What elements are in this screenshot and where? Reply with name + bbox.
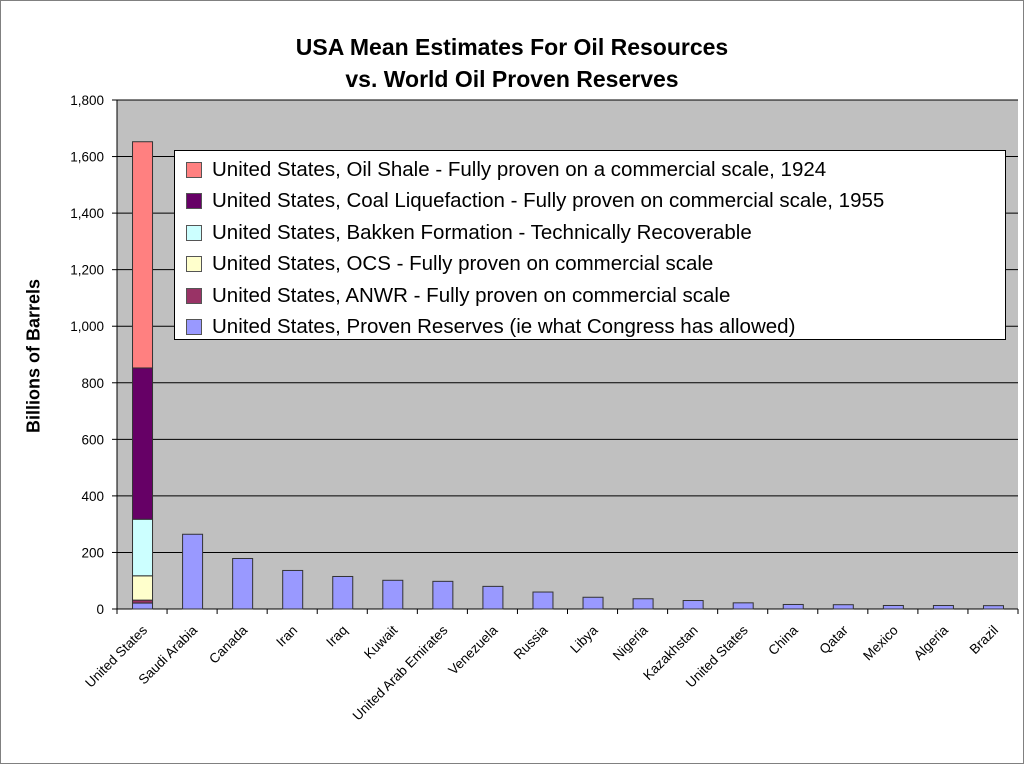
legend-label: United States, Oil Shale - Fully proven … bbox=[212, 157, 827, 181]
x-tick-label: Iraq bbox=[323, 623, 350, 650]
legend-label: United States, OCS - Fully proven on com… bbox=[212, 252, 714, 276]
chart-title-line-1: USA Mean Estimates For Oil Resources bbox=[295, 34, 729, 60]
x-tick-label: Iran bbox=[273, 623, 300, 650]
legend-swatch bbox=[186, 193, 202, 210]
legend-label: United States, Proven Reserves (ie what … bbox=[212, 315, 796, 339]
legend-item: United States, Oil Shale - Fully proven … bbox=[175, 154, 1005, 186]
legend-item: United States, OCS - Fully proven on com… bbox=[175, 249, 1005, 281]
bar-segment bbox=[782, 603, 804, 610]
legend-swatch bbox=[186, 287, 202, 304]
x-tick-label: Brazil bbox=[967, 623, 1001, 657]
bar-segment bbox=[332, 575, 354, 610]
x-tick-label: Nigeria bbox=[610, 622, 651, 663]
legend-label: United States, ANWR - Fully proven on co… bbox=[212, 283, 731, 307]
bar-segment bbox=[732, 602, 754, 610]
legend-swatch bbox=[186, 256, 202, 273]
x-tick-label: United Arab Emirates bbox=[350, 622, 451, 723]
legend-swatch bbox=[186, 224, 202, 241]
bar-segment bbox=[582, 596, 604, 610]
legend-label: United States, Bakken Formation - Techni… bbox=[212, 220, 752, 244]
y-tick-label: 1,400 bbox=[70, 206, 104, 221]
x-tick-label: Qatar bbox=[816, 622, 851, 657]
y-tick-label: 1,800 bbox=[70, 93, 104, 108]
y-tick-label: 600 bbox=[81, 432, 104, 447]
bar-segment bbox=[532, 591, 554, 610]
x-tick-label: Russia bbox=[511, 622, 551, 662]
bar-segment bbox=[932, 605, 954, 610]
y-tick-label: 200 bbox=[81, 545, 104, 560]
bar-segment bbox=[982, 605, 1004, 610]
legend-swatch bbox=[186, 161, 202, 178]
chart-title-line-2: vs. World Oil Proven Reserves bbox=[345, 66, 679, 92]
bar-segment bbox=[132, 575, 154, 601]
legend: United States, Oil Shale - Fully proven … bbox=[174, 150, 1006, 340]
bar-segment bbox=[482, 585, 504, 610]
bar-segment bbox=[432, 580, 454, 610]
x-tick-label: Mexico bbox=[860, 623, 901, 664]
bar-segment bbox=[132, 518, 154, 577]
y-tick-label: 1,000 bbox=[70, 319, 104, 334]
x-tick-label: China bbox=[765, 622, 801, 658]
x-tick-label: Venezuela bbox=[445, 622, 501, 678]
x-tick-label: Algeria bbox=[911, 622, 952, 663]
y-tick-label: 0 bbox=[96, 602, 104, 617]
bar-segment bbox=[232, 557, 254, 610]
legend-swatch bbox=[186, 319, 202, 336]
bar-segment bbox=[682, 600, 704, 610]
bar-segment bbox=[282, 569, 304, 610]
y-tick-label: 1,600 bbox=[70, 150, 104, 165]
legend-item: United States, ANWR - Fully proven on co… bbox=[175, 280, 1005, 312]
bar-segment bbox=[632, 598, 654, 610]
y-tick-label: 800 bbox=[81, 376, 104, 391]
y-tick-label: 400 bbox=[81, 489, 104, 504]
bar-segment bbox=[832, 604, 854, 610]
bar-segment bbox=[882, 604, 904, 610]
x-tick-label: Kuwait bbox=[361, 622, 400, 661]
legend-item: United States, Proven Reserves (ie what … bbox=[175, 312, 1005, 344]
y-tick-label: 1,200 bbox=[70, 263, 104, 278]
x-tick-label: Libya bbox=[567, 622, 601, 656]
bar-segment bbox=[132, 367, 154, 520]
x-tick-label: Canada bbox=[206, 622, 250, 666]
bar-segment bbox=[182, 533, 204, 610]
bar-segment bbox=[132, 141, 154, 369]
bar-segment bbox=[382, 579, 404, 610]
legend-item: United States, Bakken Formation - Techni… bbox=[175, 217, 1005, 249]
bar-segment bbox=[132, 602, 154, 610]
legend-item: United States, Coal Liquefaction - Fully… bbox=[175, 186, 1005, 218]
legend-label: United States, Coal Liquefaction - Fully… bbox=[212, 189, 885, 213]
chart-title: USA Mean Estimates For Oil Resources vs.… bbox=[1, 31, 1023, 95]
